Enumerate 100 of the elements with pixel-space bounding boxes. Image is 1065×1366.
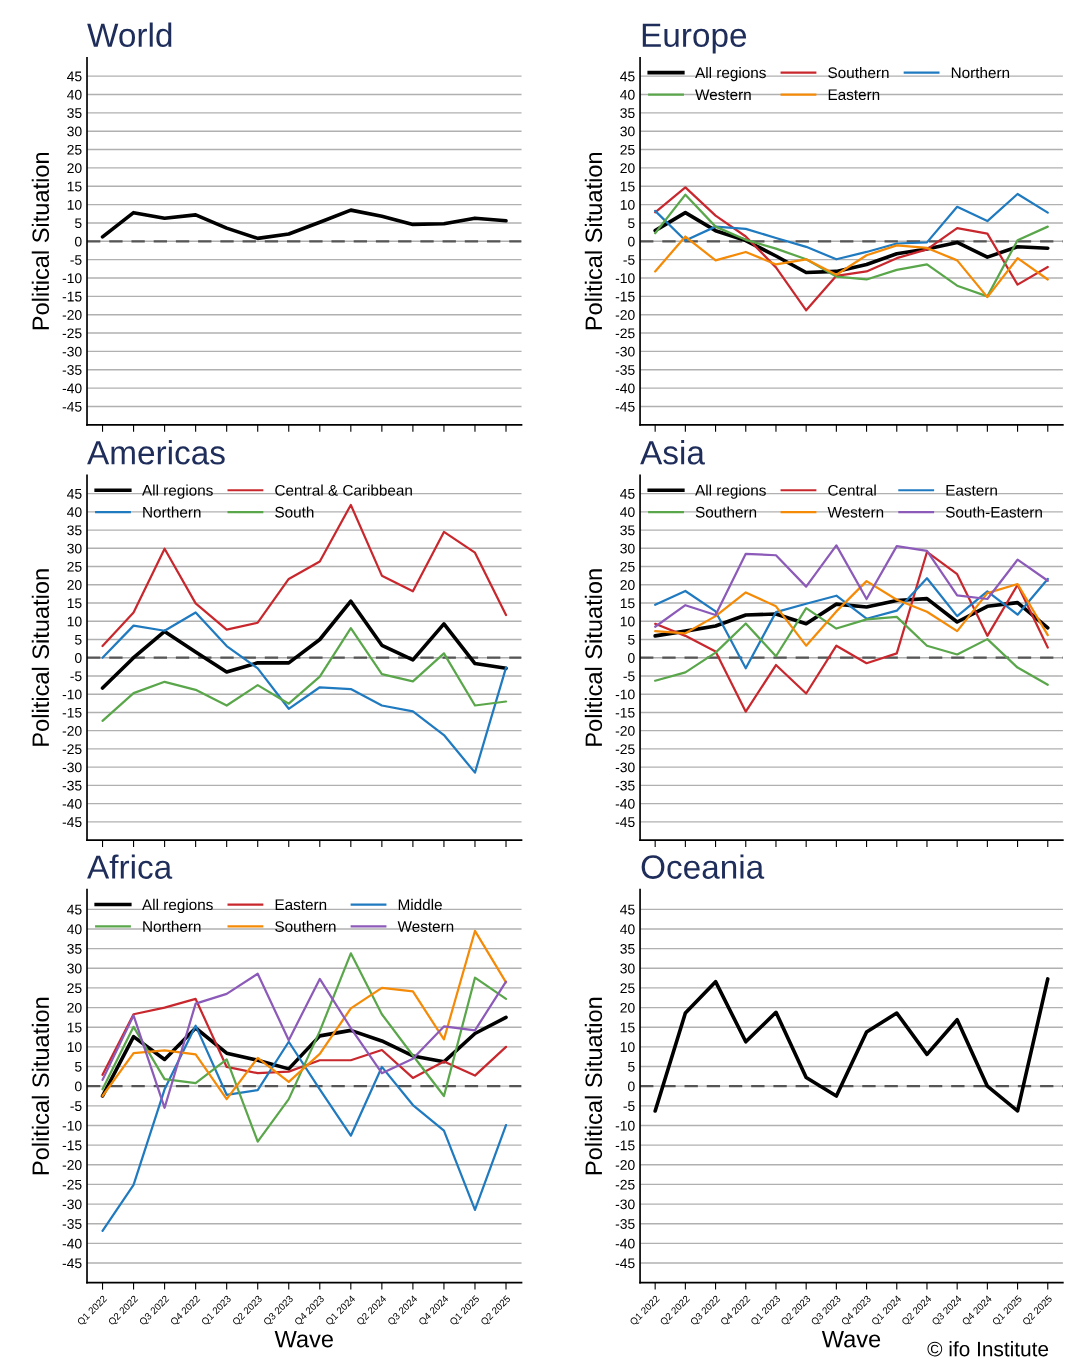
y-tick-label: -5 (70, 1101, 82, 1111)
y-tick-label: 40 (67, 924, 82, 935)
legend-label: All regions (695, 66, 766, 82)
y-tick-label: 35 (620, 525, 635, 536)
legend-label: Central (828, 484, 876, 496)
line-series (654, 577, 1049, 670)
y-tick-label: -25 (62, 744, 82, 755)
y-tick-label: -5 (623, 1101, 635, 1111)
y-tick-label: 20 (67, 163, 82, 174)
legend-label: Western (827, 506, 884, 518)
y-tick-label: 10 (620, 1042, 635, 1053)
y-tick-label: 25 (620, 983, 635, 994)
y-tick-label: 35 (67, 943, 82, 954)
y-tick-label: -25 (615, 744, 635, 755)
y-tick-label: -40 (615, 798, 635, 809)
y-tick-label: 15 (620, 181, 635, 192)
y-axis-title: Political Situation (31, 569, 50, 746)
y-tick-label: 5 (74, 218, 82, 229)
y-tick-label: 25 (620, 144, 635, 155)
line-series (654, 235, 1049, 299)
legend-label: All regions (142, 484, 213, 499)
y-tick-label: 20 (620, 580, 635, 590)
y-tick-label: -15 (62, 291, 82, 302)
chart-title: World (87, 22, 172, 47)
y-tick-label: 40 (620, 924, 635, 935)
line-series (100, 599, 508, 690)
y-tick-label: -10 (615, 273, 635, 284)
legend-label: Western (397, 921, 454, 932)
y-tick-label: 35 (620, 943, 635, 954)
y-tick-label: 0 (74, 1081, 82, 1092)
y-tick-label: 10 (67, 1042, 82, 1053)
y-tick-label: 25 (67, 983, 82, 994)
y-tick-label: -30 (615, 346, 635, 357)
legend-label: Middle (398, 898, 442, 911)
legend-label: Eastern (828, 89, 880, 101)
y-tick-label: -30 (62, 1199, 82, 1210)
y-tick-label: -10 (62, 689, 82, 700)
y-tick-label: 25 (67, 561, 82, 572)
chart-title: Americas (87, 440, 225, 465)
legend-label: South-Eastern (945, 506, 1042, 518)
y-tick-label: -45 (615, 817, 635, 828)
y-tick-label: -10 (62, 1120, 82, 1131)
y-tick-label: 5 (74, 634, 82, 645)
y-tick-label: -35 (62, 365, 82, 375)
y-tick-label: -30 (615, 762, 635, 773)
y-tick-label: -15 (615, 291, 635, 302)
y-tick-label: 30 (67, 543, 82, 554)
y-tick-label: 30 (620, 543, 635, 554)
y-axis-title: Political Situation (31, 152, 50, 330)
line-series (654, 550, 1049, 713)
chart-title: Europe (642, 23, 747, 54)
chart-title: Asia (640, 440, 705, 465)
legend-label: Southern (695, 506, 757, 518)
y-tick-label: 20 (620, 163, 635, 174)
y-tick-label: -20 (62, 310, 82, 320)
y-tick-label: 5 (628, 634, 635, 645)
y-tick-label: 0 (628, 1081, 635, 1092)
y-tick-label: 0 (74, 236, 82, 247)
y-tick-label: 45 (620, 71, 635, 82)
text: © ifo Institute (927, 1341, 1049, 1357)
line-series (100, 208, 508, 241)
x-axis-title: Wave (821, 1330, 881, 1348)
y-tick-label: -40 (615, 1238, 635, 1249)
y-tick-label: 30 (620, 126, 635, 137)
legend-label: Southern (828, 66, 889, 79)
y-tick-label: -45 (62, 1258, 82, 1269)
y-tick-label: -20 (62, 726, 82, 736)
legend-label: Western (695, 89, 751, 101)
y-tick-label: 0 (628, 653, 635, 663)
y-tick-label: 40 (620, 89, 635, 100)
line-series (101, 997, 508, 1080)
y-tick-label: -5 (70, 671, 82, 682)
y-tick-label: 40 (67, 507, 82, 518)
y-tick-label: 15 (67, 598, 82, 609)
y-tick-label: -40 (62, 1238, 82, 1249)
legend-label: Central & Caribbean (275, 484, 412, 496)
y-tick-label: -35 (615, 365, 635, 375)
y-tick-label: -20 (615, 726, 635, 736)
y-tick-label: 10 (620, 199, 635, 210)
legend-label: All regions (142, 898, 213, 914)
y-tick-label: -45 (62, 401, 82, 412)
y-tick-label: 35 (620, 108, 635, 119)
y-tick-label: 5 (628, 218, 635, 229)
y-tick-label: 30 (620, 963, 635, 974)
y-tick-label: -45 (615, 401, 635, 412)
y-tick-label: 10 (620, 616, 635, 627)
y-tick-label: -5 (623, 255, 635, 265)
y-tick-label: -35 (615, 1219, 635, 1229)
y-tick-label: 20 (67, 580, 82, 590)
y-tick-label: 0 (74, 653, 82, 663)
y-axis-title: Political Situation (584, 152, 603, 330)
y-tick-label: -25 (615, 328, 635, 339)
y-tick-label: -10 (615, 689, 635, 700)
line-series (101, 972, 508, 1109)
y-tick-label: -20 (62, 1160, 82, 1170)
y-tick-label: 0 (628, 236, 635, 247)
y-tick-label: 40 (620, 507, 635, 518)
y-tick-label: 5 (74, 1062, 82, 1072)
legend-label: Eastern (275, 899, 327, 911)
y-tick-label: 45 (67, 71, 82, 82)
